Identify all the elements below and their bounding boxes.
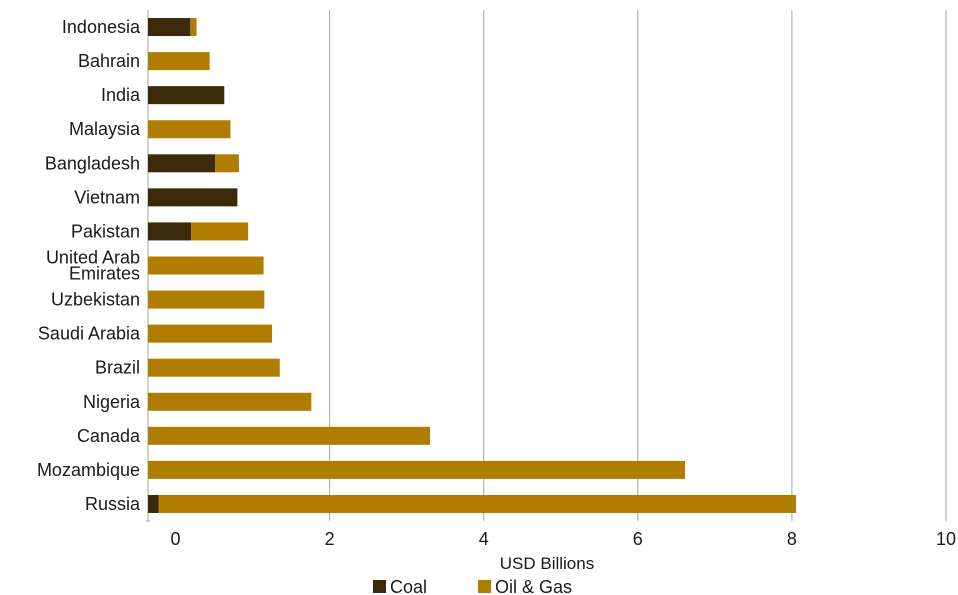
bar-coal bbox=[148, 154, 216, 173]
x-tick-label: 10 bbox=[936, 529, 956, 549]
bar-oil-gas bbox=[148, 358, 280, 377]
category-label: Canada bbox=[77, 426, 141, 446]
bar-oil-gas bbox=[190, 18, 197, 37]
category-label: United Arab Emirates bbox=[46, 248, 140, 284]
bar-coal bbox=[148, 222, 192, 241]
category-label: Nigeria bbox=[83, 392, 141, 412]
bar-oil-gas bbox=[148, 52, 210, 71]
bar-coal bbox=[148, 188, 238, 207]
category-label: Malaysia bbox=[69, 119, 141, 139]
bar-oil-gas bbox=[191, 222, 249, 241]
bar-oil-gas bbox=[148, 256, 264, 275]
category-labels: Indonesia Bahrain India Malaysia Bangladesh V… bbox=[37, 17, 141, 514]
category-label: Vietnam bbox=[74, 187, 140, 207]
bar-oil-gas bbox=[148, 392, 312, 411]
category-label: Pakistan bbox=[71, 221, 140, 241]
category-label: India bbox=[101, 85, 141, 105]
x-tick-label: 8 bbox=[787, 529, 797, 549]
legend: Coal Oil & Gas bbox=[373, 577, 572, 595]
legend-label-oil-gas: Oil & Gas bbox=[495, 577, 572, 595]
category-label: Bahrain bbox=[78, 51, 140, 71]
bar-oil-gas bbox=[148, 324, 273, 343]
bar-oil-gas bbox=[215, 154, 239, 173]
category-label: Russia bbox=[85, 494, 141, 514]
bar-coal bbox=[148, 18, 191, 37]
bar-oil-gas bbox=[148, 460, 686, 479]
x-tick-label: 0 bbox=[170, 529, 180, 549]
category-label: Bangladesh bbox=[45, 153, 140, 173]
x-tick-label: 4 bbox=[479, 529, 489, 549]
x-axis-title: USD Billions bbox=[500, 554, 594, 573]
bars bbox=[148, 18, 796, 513]
bar-oil-gas bbox=[158, 494, 796, 513]
category-label: Mozambique bbox=[37, 460, 140, 480]
category-label: Saudi Arabia bbox=[38, 324, 141, 344]
bar-coal bbox=[148, 86, 225, 105]
category-label: Uzbekistan bbox=[51, 290, 140, 310]
legend-swatch-oil-gas bbox=[478, 580, 491, 593]
bar-coal bbox=[148, 494, 159, 513]
bar-oil-gas bbox=[148, 426, 431, 445]
x-tick-labels: 0 2 4 6 8 10 bbox=[170, 529, 956, 549]
legend-label-coal: Coal bbox=[390, 577, 427, 595]
bar-oil-gas bbox=[148, 120, 231, 139]
bar-oil-gas bbox=[148, 290, 265, 309]
category-label: Indonesia bbox=[62, 17, 141, 37]
x-tick-label: 2 bbox=[325, 529, 335, 549]
category-label: Brazil bbox=[95, 358, 140, 378]
legend-swatch-coal bbox=[373, 580, 386, 593]
x-tick-label: 6 bbox=[633, 529, 643, 549]
